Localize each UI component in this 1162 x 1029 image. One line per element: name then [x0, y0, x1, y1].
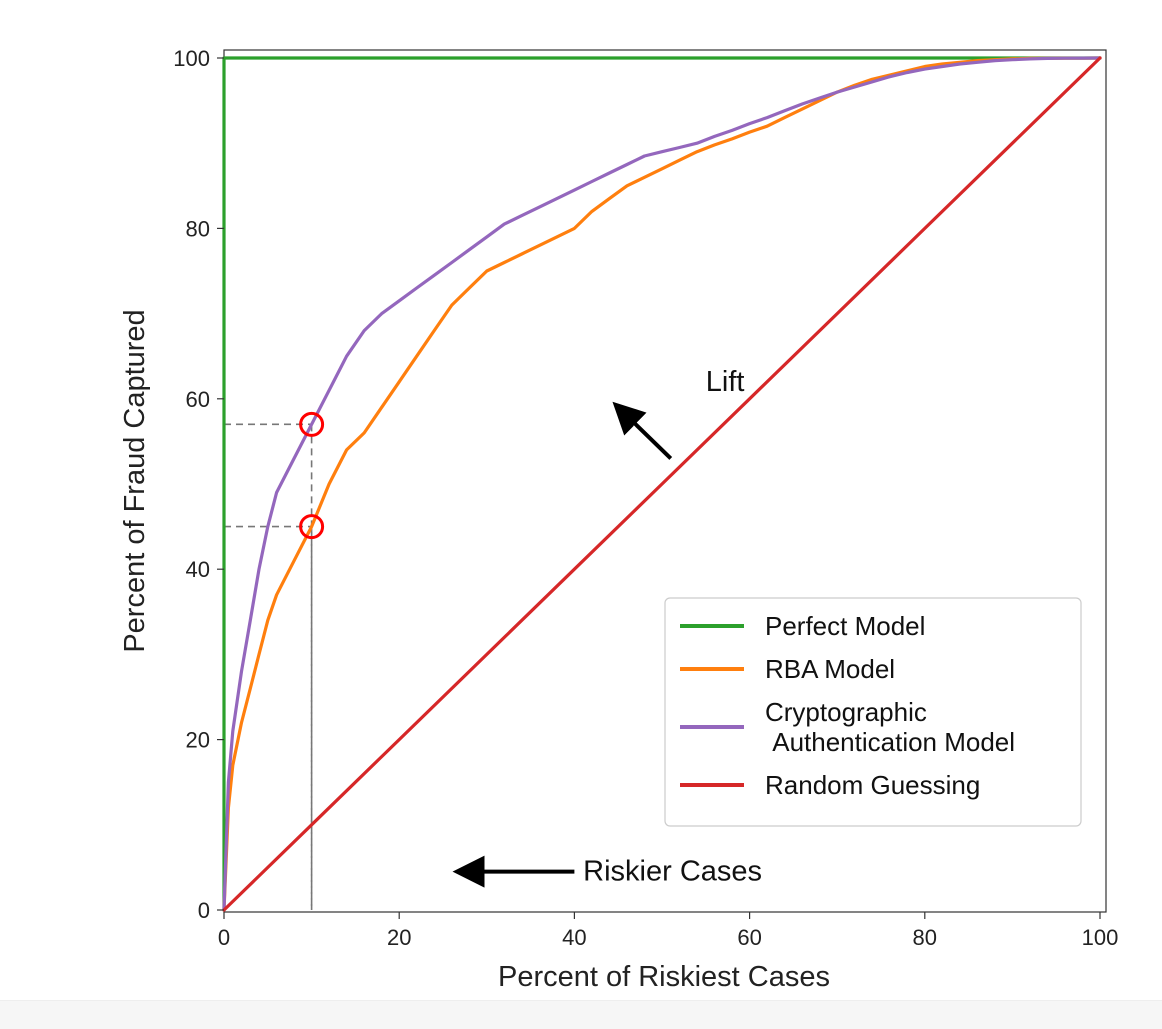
- x-tick-label: 100: [1082, 925, 1119, 950]
- x-tick-label: 20: [387, 925, 411, 950]
- series-line-random-guessing: [222, 56, 1102, 912]
- y-tick-label: 20: [186, 728, 210, 753]
- legend-label-rba-model: RBA Model: [765, 654, 895, 684]
- x-axis-label: Percent of Riskiest Cases: [498, 961, 830, 993]
- x-tick-label: 60: [737, 925, 761, 950]
- bottom-strip: [0, 1000, 1162, 1029]
- x-axis-ticks: 0 20 40 60 80 100: [218, 912, 1118, 950]
- legend: Perfect Model RBA Model Cryptographic Auth…: [664, 597, 1082, 827]
- highlight-markers: [299, 411, 325, 540]
- legend-label-random-guessing: Random Guessing: [765, 770, 980, 800]
- x-tick-label: 80: [913, 925, 937, 950]
- x-tick-label: 0: [218, 925, 230, 950]
- x-tick-label: 40: [562, 925, 586, 950]
- y-axis-ticks: 0 20 40 60 80 100: [173, 46, 224, 923]
- series-line-cryptographic-authentication-model: [222, 56, 1102, 912]
- y-tick-label: 0: [198, 898, 210, 923]
- annotation-riskier-cases: Riskier Cases: [583, 856, 762, 888]
- annotation-lift: Lift: [706, 366, 745, 398]
- y-tick-label: 80: [186, 216, 210, 241]
- reference-lines: [224, 423, 313, 910]
- legend-frame: [664, 597, 1082, 827]
- legend-label-perfect-model: Perfect Model: [765, 611, 925, 641]
- y-tick-label: 100: [173, 46, 210, 71]
- annotation-arrow-lift: [612, 401, 673, 460]
- annotations: Lift Riskier Cases: [452, 366, 762, 888]
- y-tick-label: 60: [186, 387, 210, 412]
- y-axis-label: Percent of Fraud Captured: [119, 309, 151, 652]
- highlight-marker-1: [299, 514, 325, 540]
- series-line-rba-model: [222, 56, 1102, 912]
- highlight-marker-0: [299, 411, 325, 437]
- y-tick-label: 40: [186, 557, 210, 582]
- legend-label-cryptographic-authentication-model: Cryptographic Authentication Model: [765, 697, 1015, 757]
